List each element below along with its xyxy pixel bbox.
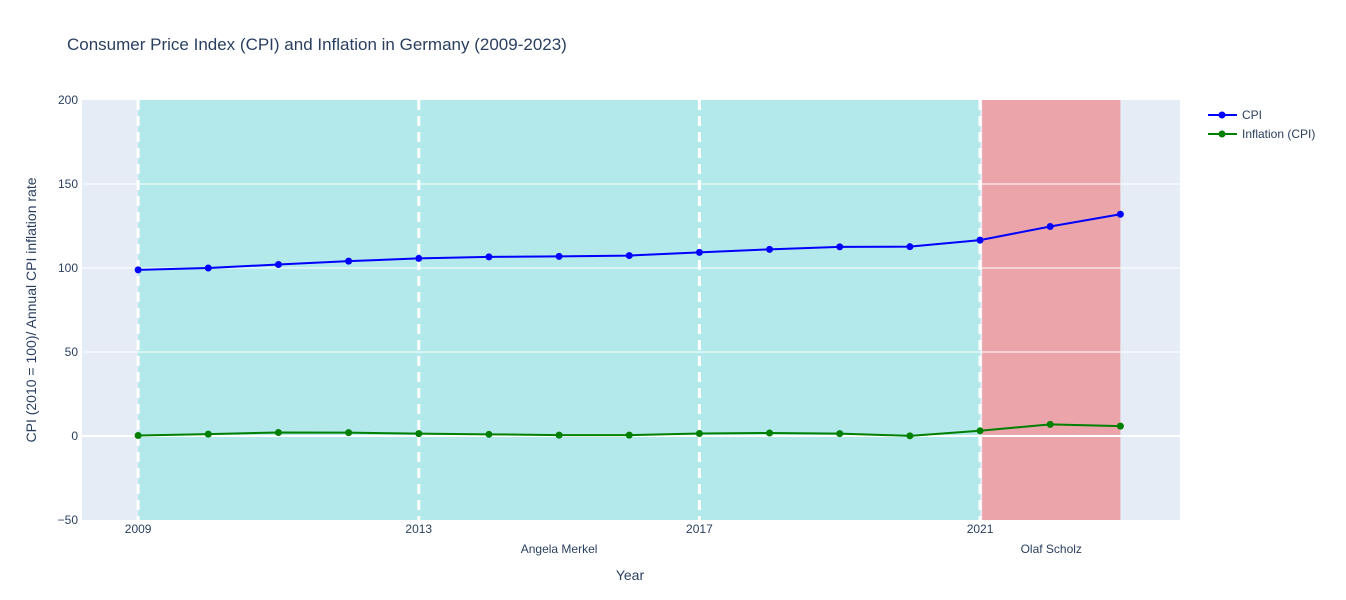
data-point-0 bbox=[204, 264, 212, 272]
x-axis-title: Year bbox=[616, 567, 645, 583]
x-tick-label: 2021 bbox=[967, 522, 994, 536]
data-point-0 bbox=[976, 236, 984, 244]
y-tick-label: 100 bbox=[58, 261, 78, 275]
data-point-0 bbox=[555, 252, 563, 260]
data-point-0 bbox=[1046, 223, 1054, 231]
y-tick-label: 150 bbox=[58, 177, 78, 191]
data-point-1 bbox=[345, 429, 353, 437]
data-point-0 bbox=[415, 254, 423, 262]
legend-item-0[interactable]: CPI bbox=[1208, 108, 1262, 122]
data-point-0 bbox=[274, 260, 282, 268]
data-point-0 bbox=[345, 257, 353, 265]
data-point-0 bbox=[836, 243, 844, 251]
data-point-1 bbox=[485, 430, 493, 438]
data-point-0 bbox=[695, 248, 703, 256]
series-group bbox=[134, 210, 1124, 440]
legend-swatch-marker bbox=[1218, 111, 1226, 119]
data-point-1 bbox=[976, 427, 984, 435]
y-tick-label: 50 bbox=[65, 345, 79, 359]
term-divider-lines bbox=[136, 100, 982, 520]
period-label-1: Olaf Scholz bbox=[1021, 542, 1082, 556]
data-point-0 bbox=[625, 252, 633, 260]
x-tick-label: 2017 bbox=[686, 522, 713, 536]
data-point-1 bbox=[134, 431, 142, 439]
period-label-0: Angela Merkel bbox=[521, 542, 598, 556]
y-tick-labels: −50 0 50 100 150 200 bbox=[58, 93, 79, 527]
period-labels: Angela Merkel Olaf Scholz bbox=[521, 542, 1082, 556]
chart-title: Consumer Price Index (CPI) and Inflation… bbox=[67, 35, 567, 54]
data-point-1 bbox=[695, 429, 703, 437]
legend-label: CPI bbox=[1242, 108, 1262, 122]
legend-label: Inflation (CPI) bbox=[1242, 127, 1315, 141]
period-band-0 bbox=[138, 100, 981, 520]
data-point-0 bbox=[134, 266, 142, 274]
y-tick-label: 200 bbox=[58, 93, 78, 107]
legend[interactable]: CPI Inflation (CPI) bbox=[1208, 108, 1315, 141]
data-point-1 bbox=[415, 430, 423, 438]
legend-swatch-marker bbox=[1218, 130, 1226, 138]
period-band-1 bbox=[982, 100, 1121, 520]
data-point-1 bbox=[1116, 422, 1124, 430]
data-point-1 bbox=[906, 432, 914, 440]
data-point-1 bbox=[204, 430, 212, 438]
period-bands bbox=[138, 100, 1121, 520]
data-point-1 bbox=[274, 428, 282, 436]
data-point-0 bbox=[766, 245, 774, 253]
x-tick-labels: 2009 2013 2017 2021 bbox=[125, 522, 994, 536]
data-point-0 bbox=[485, 253, 493, 261]
x-tick-label: 2013 bbox=[405, 522, 432, 536]
x-tick-label: 2009 bbox=[125, 522, 152, 536]
data-point-1 bbox=[555, 431, 563, 439]
y-tick-label: 0 bbox=[71, 429, 78, 443]
data-point-0 bbox=[906, 243, 914, 251]
data-point-1 bbox=[1046, 420, 1054, 428]
legend-item-1[interactable]: Inflation (CPI) bbox=[1208, 127, 1315, 141]
y-tick-label: −50 bbox=[58, 513, 79, 527]
data-point-1 bbox=[625, 431, 633, 439]
data-point-1 bbox=[836, 430, 844, 438]
data-point-0 bbox=[1116, 210, 1124, 218]
y-axis-title: CPI (2010 = 100)/ Annual CPI inflation r… bbox=[23, 177, 39, 442]
data-point-1 bbox=[766, 429, 774, 437]
